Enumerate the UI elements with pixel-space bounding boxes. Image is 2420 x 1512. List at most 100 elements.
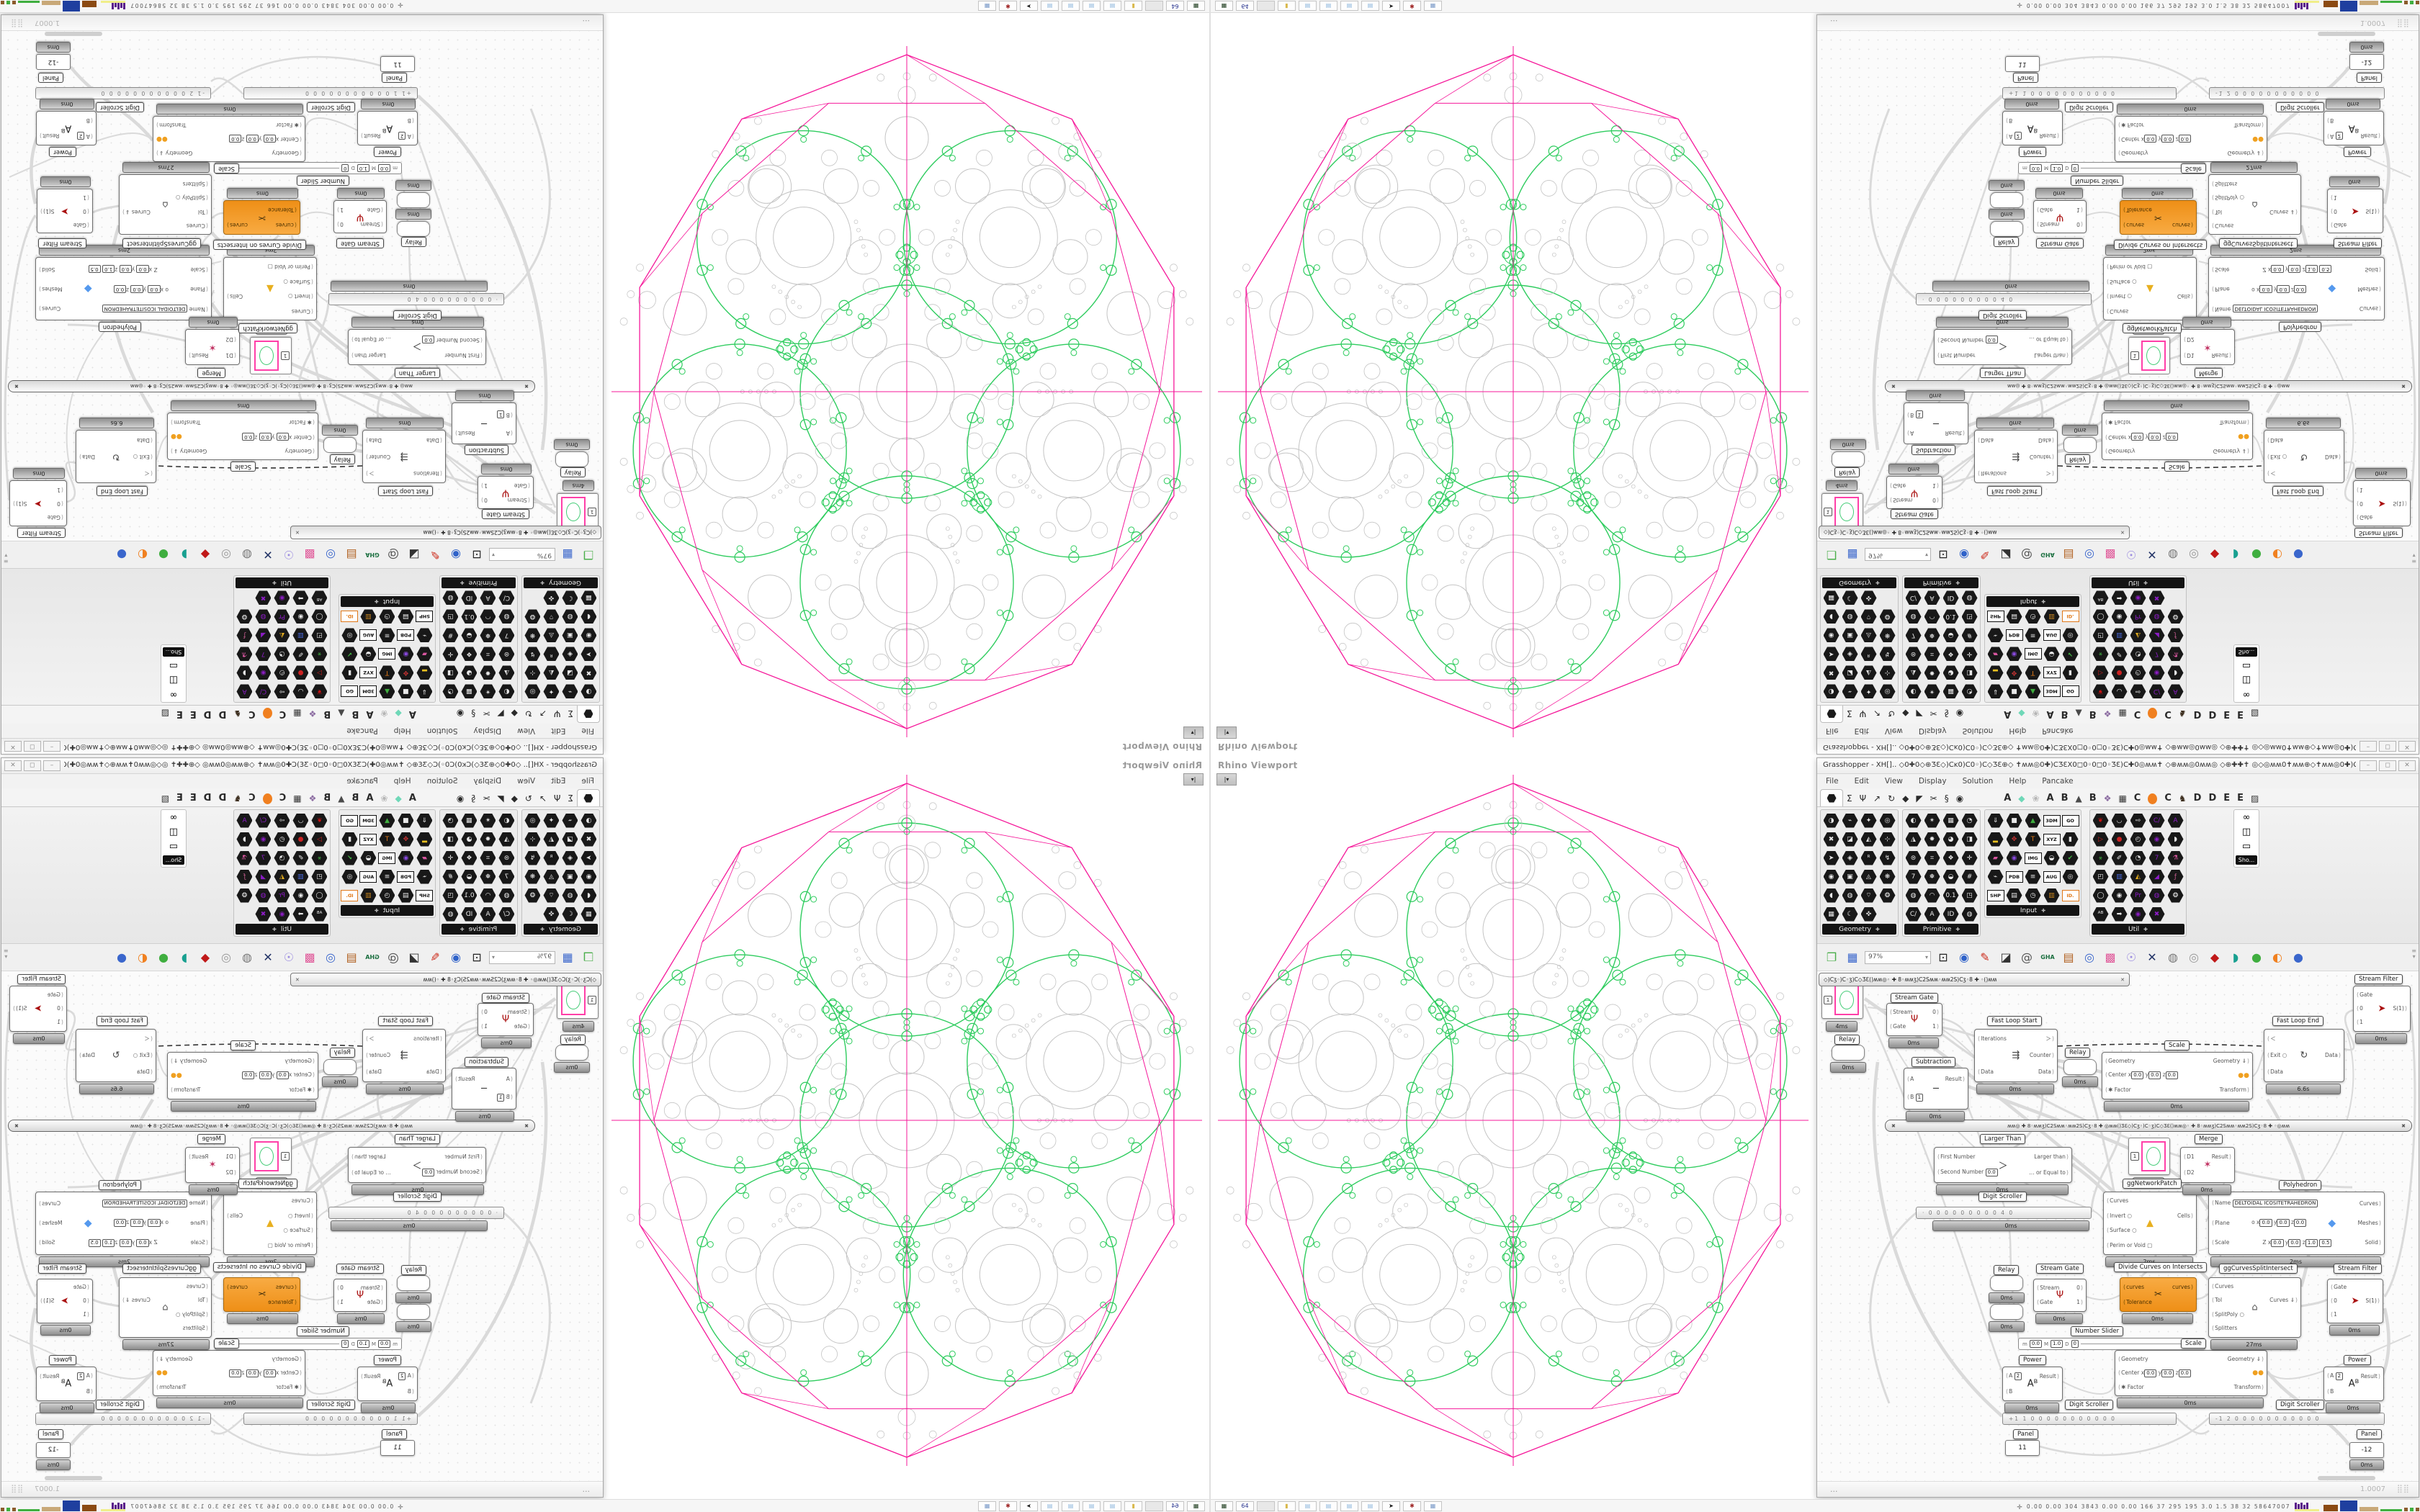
palette-icon[interactable]: A xyxy=(1923,589,1941,607)
menu-item-file[interactable]: File xyxy=(581,726,594,735)
palette-icon[interactable]: ◢ xyxy=(254,626,272,644)
value-chip[interactable]: 0.0 xyxy=(2288,265,2301,274)
component-nickname-tag[interactable]: Digit Scroller xyxy=(307,1400,355,1410)
gift-icon[interactable]: ▩ xyxy=(2105,548,2116,562)
palette-icon[interactable]: ◡ xyxy=(292,811,310,829)
palette-icon[interactable]: ◍ xyxy=(2148,886,2166,904)
palette-icon[interactable]: 7 xyxy=(254,645,272,663)
gem-icon[interactable]: ◆ xyxy=(2210,950,2220,964)
tab-plugin[interactable]: E xyxy=(189,708,197,719)
component-nickname-tag[interactable]: Panel xyxy=(2357,73,2382,83)
toolbar-scroll-icon[interactable]: ≡ ▾ xyxy=(4,948,9,960)
statusbar-button[interactable]: ▦ xyxy=(1187,1500,1205,1511)
relay-node[interactable] xyxy=(1990,192,2023,208)
component-nickname-tag[interactable]: Number Slider xyxy=(296,1326,349,1336)
palette-icon[interactable]: ☾ xyxy=(561,905,579,923)
palette-icon[interactable]: ◍ xyxy=(1960,905,1978,923)
component-nickname-tag[interactable]: Polyhedron xyxy=(2279,1180,2322,1190)
value-chip[interactable]: 1 xyxy=(496,410,505,418)
component-nickname-tag[interactable]: Relay xyxy=(560,467,586,477)
palette-icon[interactable]: ❂ xyxy=(236,608,254,626)
zoom-combo[interactable]: 97% xyxy=(1865,548,1931,562)
tab-plugin[interactable]: ◆ xyxy=(1902,793,1909,804)
slider-chip[interactable]: 0 xyxy=(341,1340,349,1348)
component-nickname-tag[interactable]: Digit Scroller xyxy=(393,310,442,320)
palette-icon[interactable]: ◍ xyxy=(1841,608,1859,626)
cluster-icon[interactable]: ◍ xyxy=(242,950,252,964)
panel-node[interactable]: -12 xyxy=(2349,1442,2384,1458)
palette-icon[interactable]: PDB xyxy=(397,626,415,644)
palette-icon[interactable]: C/ xyxy=(498,589,516,607)
palette-icon[interactable]: ❂ xyxy=(2166,608,2184,626)
geometry-preview-node[interactable]: 1 xyxy=(2128,337,2170,374)
palette-icon[interactable]: ◮ xyxy=(1904,664,1922,682)
palette-icon[interactable]: XYZ xyxy=(2043,830,2061,848)
gh-component[interactable]: curvescurvesTolerance✂ xyxy=(2120,200,2197,235)
value-chip[interactable]: 2 xyxy=(76,1372,85,1381)
relay-node[interactable] xyxy=(1990,1275,2023,1291)
sketch-icon[interactable]: ✎ xyxy=(1980,950,1990,964)
palette-icon[interactable]: 3DM xyxy=(2043,811,2061,829)
value-chip[interactable]: 0.0 xyxy=(2148,1071,2161,1080)
component-nickname-tag[interactable]: ggNetworkPatch xyxy=(2123,323,2182,333)
palette-icon[interactable]: T xyxy=(2024,830,2042,848)
component-nickname-tag[interactable]: Panel xyxy=(382,73,407,83)
value-chip[interactable]: 0.0 xyxy=(242,432,255,441)
palette-icon[interactable]: ᴿ xyxy=(1860,645,1878,663)
component-nickname-tag[interactable]: Fast Loop End xyxy=(2272,486,2324,496)
palette-icon[interactable]: ● xyxy=(2110,830,2128,848)
gh-component[interactable]: Gate0S(1)1➤ xyxy=(37,189,93,233)
palette-icon[interactable]: ● xyxy=(292,664,310,682)
palette-icon[interactable]: ▤ xyxy=(397,886,415,904)
value-chip[interactable]: 0.0 xyxy=(130,1219,143,1228)
tab-plugin[interactable]: Ψ xyxy=(1859,793,1867,804)
galapagos-icon[interactable]: ◐ xyxy=(138,548,148,562)
palette-icon[interactable]: ▂ xyxy=(416,830,434,848)
palette-icon[interactable]: ⇓ xyxy=(416,683,434,701)
palette-icon[interactable]: ▥ xyxy=(2110,868,2128,886)
value-chip[interactable]: 2 xyxy=(76,131,85,140)
group-bar[interactable]: ✖ ʍʍ◎ ✚ 8◦ʍʍʒ)C2Sʍʍ◦ʍʍ2S)Cʒ◦8 ✚ ◎ʍʍ()ƷƐ◇)… xyxy=(1885,1120,2412,1132)
tab-plugin[interactable]: C xyxy=(248,708,256,719)
palette-icon[interactable]: ◉ xyxy=(580,626,598,644)
value-chip[interactable]: 2 xyxy=(2335,131,2344,140)
gh-component[interactable]: Gate0S(1)1➤ xyxy=(2353,480,2411,526)
palette-icon[interactable]: ◍ xyxy=(498,608,516,626)
palette-icon[interactable]: ■ xyxy=(397,811,415,829)
slider-chip[interactable]: 0 xyxy=(341,164,349,172)
value-chip[interactable]: 0.0 xyxy=(2165,1071,2178,1080)
menu-item-display[interactable]: Display xyxy=(473,726,502,735)
statusbar-button[interactable] xyxy=(1257,1,1275,12)
palette-icon[interactable]: ⌁ xyxy=(1841,811,1859,829)
frame-icon[interactable]: ⊡ xyxy=(1938,548,1948,562)
minimize-button[interactable]: – xyxy=(43,760,60,771)
palette-icon[interactable]: ◳ xyxy=(442,886,460,904)
finder-icon[interactable]: ◎ xyxy=(326,548,336,562)
tab-plugin[interactable]: B xyxy=(2089,708,2097,719)
palette-icon[interactable]: ◉ xyxy=(254,664,272,682)
palette-group-label[interactable]: Geometry ✚ xyxy=(1822,577,1896,588)
flyout-icon[interactable]: ◫ xyxy=(169,675,179,685)
palette-icon[interactable]: ❅ xyxy=(479,626,497,644)
component-nickname-tag[interactable]: Digit Scroller xyxy=(96,102,144,112)
component-nickname-tag[interactable]: Scale xyxy=(2164,462,2190,472)
palette-icon[interactable]: ▣ xyxy=(561,868,579,886)
statusbar-button[interactable]: ▤ xyxy=(1062,1500,1080,1511)
value-chip[interactable]: 0.0 xyxy=(229,1369,242,1377)
palette-icon[interactable]: ✸ xyxy=(479,664,497,682)
palette-icon[interactable]: ◒ xyxy=(2043,849,2061,867)
palette-group-label[interactable]: Primitive ✚ xyxy=(1904,924,1978,935)
tab-plugin[interactable]: D xyxy=(203,708,212,719)
gh-component[interactable]: A 2ResultBAᴮ xyxy=(2323,111,2384,145)
horizontal-scrollbar[interactable] xyxy=(45,1476,102,1480)
palette-icon[interactable]: ↯ xyxy=(1878,645,1896,663)
menu-item-file[interactable]: File xyxy=(581,777,594,786)
palette-icon[interactable]: ❂ xyxy=(236,886,254,904)
gh-component[interactable]: Gate0S(1)1➤ xyxy=(2327,189,2383,233)
green-ball-icon[interactable]: ● xyxy=(158,950,169,964)
